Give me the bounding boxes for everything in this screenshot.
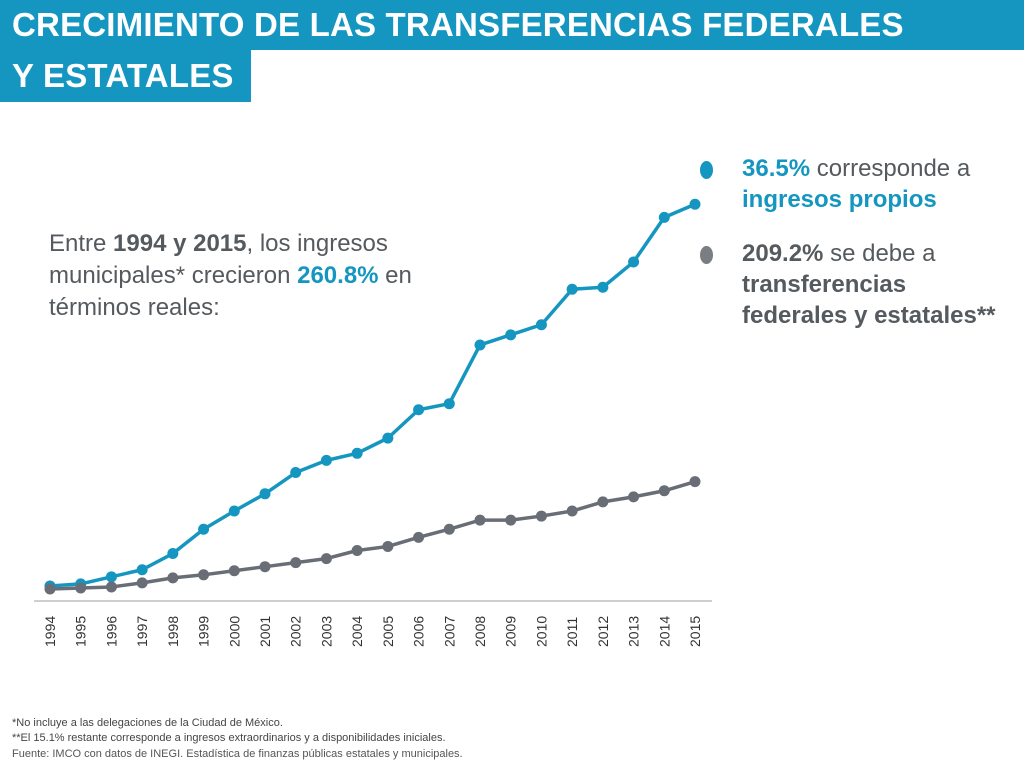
footnote-source: Fuente: IMCO con datos de INEGI. Estadís…	[12, 748, 463, 760]
intro-part-1: Entre	[49, 230, 114, 257]
series-1-point-2003	[320, 553, 332, 565]
series-1-point-1996	[105, 581, 117, 593]
series-0-point-2003	[320, 454, 332, 466]
legend-text-transfers: 209.2% se debe a transferencias federale…	[742, 238, 1012, 331]
series-1-point-2008	[474, 514, 486, 526]
series-1-point-2010	[535, 510, 547, 522]
series-0-point-2009	[505, 329, 517, 341]
x-tick-label-2010: 2010	[533, 616, 549, 647]
x-tick-label-2009: 2009	[503, 616, 519, 647]
series-1-point-2000	[228, 565, 240, 577]
series-1-point-2009	[505, 514, 517, 526]
series-line-0	[49, 202, 696, 588]
page-title-line-1: CRECIMIENTO DE LAS TRANSFERENCIAS FEDERA…	[12, 6, 904, 43]
series-0-point-1997	[136, 564, 148, 576]
title-bar	[0, 0, 1024, 50]
series-1-point-2004	[351, 545, 363, 556]
x-tick-label-2013: 2013	[626, 616, 642, 647]
series-1-point-2006	[413, 531, 425, 543]
legend-value-own-income: 36.5%	[742, 155, 811, 182]
legend-text-own-income: 36.5% corresponde a ingresos propios	[742, 153, 1012, 215]
series-0-point-2007	[443, 398, 455, 410]
series-1-point-2011	[566, 505, 578, 517]
series-1-point-2014	[658, 485, 670, 497]
legend-dot-gray	[700, 246, 713, 264]
intro-growth: 260.8%	[297, 262, 379, 289]
series-1-point-1994	[44, 583, 56, 595]
x-tick-label-2003: 2003	[318, 616, 334, 647]
series-0-point-1999	[198, 523, 210, 535]
series-0-point-2015	[689, 198, 701, 210]
series-1-point-2001	[259, 561, 271, 573]
series-1-point-2012	[597, 496, 609, 508]
x-tick-label-2011: 2011	[564, 617, 580, 647]
intro-part-3: , los ingresos municipales* crecieron	[49, 230, 388, 289]
series-0-point-2005	[382, 432, 394, 444]
page-title-line-2: Y ESTATALES	[12, 57, 234, 94]
series-0-point-2013	[628, 256, 640, 268]
x-tick-label-2007: 2007	[441, 616, 457, 647]
legend-value-transfers: 209.2%	[742, 240, 824, 267]
series-0-point-2004	[351, 447, 363, 459]
series-1-point-2005	[382, 540, 394, 552]
series-0-point-2002	[290, 467, 302, 479]
series-0-point-2011	[566, 283, 578, 295]
series-0-point-2000	[228, 505, 240, 517]
footnote-2: **El 15.1% restante corresponde a ingres…	[12, 732, 446, 744]
x-tick-label-2002: 2002	[288, 616, 304, 647]
footnote-1: *No incluye a las delegaciones de la Ciu…	[12, 717, 283, 729]
intro-part-5: en términos reales:	[49, 262, 412, 321]
x-tick-label-1994: 1994	[42, 616, 58, 647]
series-1-point-2007	[443, 523, 455, 535]
legend-desc-transfers: se debe a	[823, 240, 936, 267]
x-tick-label-2015: 2015	[687, 616, 703, 647]
x-tick-label-2001: 2001	[257, 616, 273, 647]
series-0-point-1996	[105, 571, 117, 583]
series-1-point-1997	[136, 577, 148, 589]
series-1-point-1995	[75, 582, 87, 594]
series-0-point-2014	[658, 211, 670, 223]
legend-bold-own-income: ingresos propios	[742, 186, 937, 213]
legend-desc-own-income: corresponde a	[810, 155, 971, 182]
series-1-point-2013	[628, 491, 640, 503]
x-tick-label-1995: 1995	[73, 616, 89, 647]
x-tick-label-1998: 1998	[165, 616, 181, 647]
series-1-point-2015	[689, 476, 701, 488]
series-1-point-2002	[290, 557, 302, 569]
series-0-point-2012	[597, 281, 609, 293]
series-line-1	[49, 479, 696, 591]
title-bar-extension	[0, 50, 251, 102]
x-tick-label-2014: 2014	[656, 616, 672, 647]
x-tick-label-1997: 1997	[134, 616, 150, 647]
series-0-point-2008	[474, 339, 486, 351]
series-0-point-2006	[413, 404, 425, 416]
series-0-point-2001	[259, 488, 271, 500]
x-tick-label-1996: 1996	[103, 616, 119, 647]
intro-years: 1994 y 2015	[113, 230, 247, 257]
x-tick-label-1999: 1999	[196, 616, 212, 647]
series-1-point-1998	[167, 572, 179, 584]
x-tick-label-2004: 2004	[349, 616, 365, 647]
series-1-point-1999	[198, 569, 210, 581]
x-tick-label-2008: 2008	[472, 616, 488, 647]
series-0-point-1998	[167, 548, 179, 560]
x-tick-label-2005: 2005	[380, 616, 396, 647]
x-tick-label-2006: 2006	[411, 616, 427, 647]
series-0-point-2010	[535, 319, 547, 331]
legend-bold-transfers: transferencias federales y estatales**	[742, 271, 996, 329]
x-tick-label-2012: 2012	[595, 616, 611, 647]
x-tick-label-2000: 2000	[226, 616, 242, 647]
intro-text: Entre 1994 y 2015, los ingresos municipa…	[49, 228, 469, 324]
legend-dot-blue	[700, 161, 713, 179]
